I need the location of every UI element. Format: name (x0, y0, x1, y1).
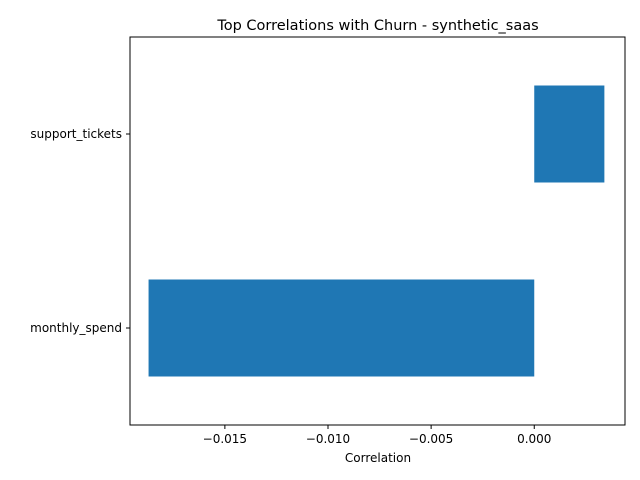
y-tick-label: support_tickets (30, 127, 122, 141)
x-tick-label: −0.010 (306, 432, 350, 446)
y-axis-ticks: support_tickets monthly_spend (30, 127, 130, 335)
bar-support-tickets (534, 85, 605, 183)
x-tick-label: −0.005 (409, 432, 453, 446)
y-tick-label: monthly_spend (30, 321, 122, 335)
bar-monthly-spend (148, 279, 535, 377)
plot-frame (129, 36, 626, 426)
x-tick-label: −0.015 (203, 432, 247, 446)
x-tick-label: 0.000 (517, 432, 551, 446)
x-axis-label: Correlation (345, 451, 411, 465)
bars-group (148, 85, 605, 377)
x-axis-ticks: −0.015 −0.010 −0.005 0.000 (203, 425, 551, 446)
chart-title: Top Correlations with Churn - synthetic_… (216, 18, 538, 34)
